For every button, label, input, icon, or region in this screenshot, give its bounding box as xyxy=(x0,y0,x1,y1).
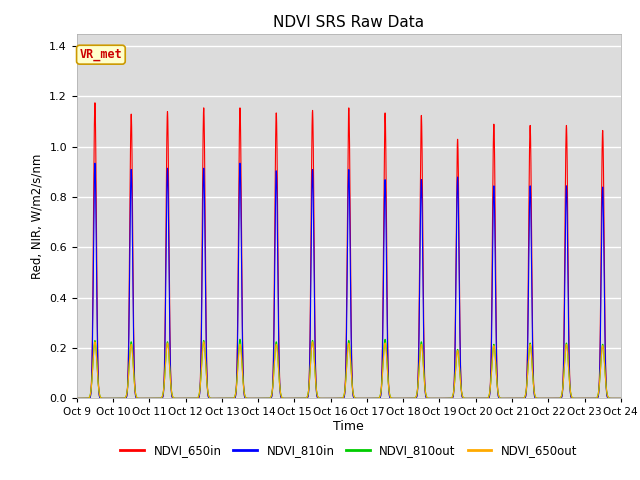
Title: NDVI SRS Raw Data: NDVI SRS Raw Data xyxy=(273,15,424,30)
Text: VR_met: VR_met xyxy=(79,48,122,61)
Legend: NDVI_650in, NDVI_810in, NDVI_810out, NDVI_650out: NDVI_650in, NDVI_810in, NDVI_810out, NDV… xyxy=(116,439,582,462)
Y-axis label: Red, NIR, W/m2/s/nm: Red, NIR, W/m2/s/nm xyxy=(31,153,44,279)
X-axis label: Time: Time xyxy=(333,420,364,433)
